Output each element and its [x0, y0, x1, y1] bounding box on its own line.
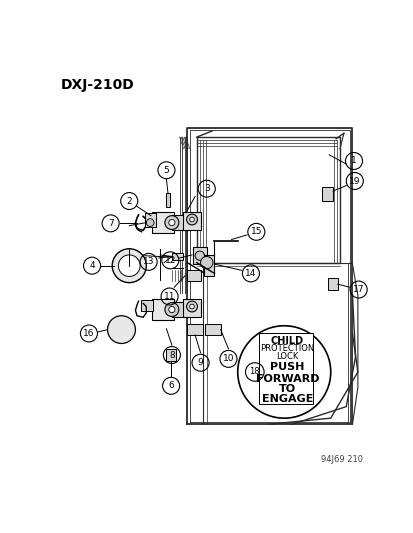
Bar [171, 253, 182, 260]
Bar [203, 255, 214, 277]
Circle shape [195, 251, 204, 260]
Text: 4: 4 [89, 261, 95, 270]
Text: 5: 5 [163, 166, 169, 175]
Text: 16: 16 [83, 329, 95, 338]
Bar [152, 212, 174, 233]
Circle shape [107, 316, 135, 343]
Text: 6: 6 [168, 381, 173, 390]
Text: PROTECTION: PROTECTION [260, 344, 314, 353]
Circle shape [186, 301, 197, 312]
Text: 19: 19 [348, 176, 360, 185]
Text: PUSH: PUSH [270, 362, 304, 373]
Text: 8: 8 [169, 351, 174, 360]
Bar [171, 302, 188, 317]
Text: 7: 7 [107, 219, 113, 228]
Bar [187, 324, 202, 335]
Text: 9: 9 [197, 358, 203, 367]
Circle shape [164, 303, 178, 317]
Text: LOCK: LOCK [275, 352, 298, 361]
Text: 14: 14 [244, 269, 256, 278]
Circle shape [146, 219, 154, 227]
Circle shape [164, 216, 178, 230]
Bar [183, 299, 200, 317]
Text: 94J69 210: 94J69 210 [320, 455, 363, 464]
Bar [166, 193, 170, 207]
Circle shape [186, 214, 197, 225]
Text: 13: 13 [142, 257, 154, 266]
Text: 11: 11 [164, 292, 175, 301]
Text: 17: 17 [352, 285, 363, 294]
Text: 10: 10 [222, 354, 234, 364]
Text: FORWARD: FORWARD [255, 374, 318, 384]
Bar [321, 187, 332, 201]
Bar [183, 212, 200, 230]
Bar [140, 301, 153, 311]
Text: TO: TO [278, 384, 295, 394]
Text: 15: 15 [250, 227, 261, 236]
Text: CHILD: CHILD [270, 336, 303, 346]
Circle shape [112, 249, 146, 282]
Circle shape [189, 217, 194, 222]
Bar [205, 324, 220, 335]
Circle shape [169, 220, 175, 225]
Bar [187, 270, 201, 281]
Text: ENGAGE: ENGAGE [261, 394, 312, 404]
Circle shape [237, 326, 330, 418]
Bar [328, 278, 337, 290]
Circle shape [118, 255, 140, 277]
Text: 2: 2 [126, 197, 132, 206]
Text: 1: 1 [350, 157, 356, 165]
Circle shape [169, 306, 175, 313]
Bar [171, 215, 188, 230]
Text: 3: 3 [203, 184, 209, 193]
Bar [152, 299, 174, 320]
FancyBboxPatch shape [258, 333, 312, 403]
Text: 18: 18 [249, 367, 259, 376]
Bar [192, 247, 206, 264]
Bar [166, 349, 176, 361]
Circle shape [189, 304, 194, 309]
Circle shape [200, 256, 212, 269]
Bar [145, 213, 155, 227]
Text: DXJ-210D: DXJ-210D [61, 78, 135, 92]
Text: 12: 12 [164, 256, 176, 265]
